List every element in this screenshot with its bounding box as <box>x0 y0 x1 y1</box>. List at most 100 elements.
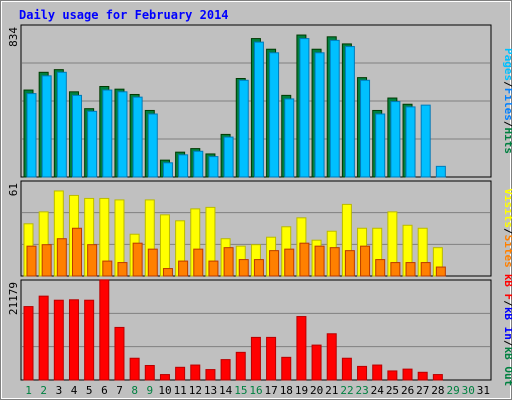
bar-files-day-12 <box>193 150 204 178</box>
bar-files-day-13 <box>208 156 219 178</box>
bar-files-day-20 <box>314 52 325 178</box>
day-label-7: 7 <box>116 384 123 397</box>
chart-title: Daily usage for February 2014 <box>19 8 229 22</box>
bar-sites-day-23 <box>360 245 371 277</box>
bar-files-day-25 <box>390 101 401 178</box>
bar-kb-f-day-3 <box>53 299 64 381</box>
bar-kb-f-day-2 <box>38 295 49 381</box>
bar-kb-f-day-21 <box>326 333 337 381</box>
panel-visits-sites: 61 Visits/Sites <box>7 180 512 277</box>
bar-sites-day-18 <box>284 248 295 277</box>
bar-sites-day-4 <box>71 227 82 277</box>
day-label-21: 21 <box>325 384 338 397</box>
day-label-13: 13 <box>204 384 217 397</box>
side-label-part: / <box>502 81 512 88</box>
bar-kb-f-day-11 <box>175 366 186 381</box>
ymax-label-visits-sites: 61 <box>7 183 20 196</box>
bar-files-day-9 <box>147 113 158 178</box>
bar-files-day-1 <box>26 93 37 178</box>
bar-files-day-3 <box>56 71 67 178</box>
day-label-17: 17 <box>265 384 278 397</box>
day-label-15: 15 <box>234 384 247 397</box>
day-label-16: 16 <box>249 384 262 397</box>
bar-files-day-6 <box>102 89 113 178</box>
bar-sites-day-15 <box>238 259 249 277</box>
bar-sites-day-22 <box>344 250 355 277</box>
bar-files-day-15 <box>238 79 249 178</box>
day-label-19: 19 <box>295 384 308 397</box>
day-label-6: 6 <box>101 384 108 397</box>
bar-sites-day-6 <box>102 260 113 277</box>
bar-files-day-24 <box>375 113 386 178</box>
day-label-23: 23 <box>356 384 369 397</box>
bar-files-day-16 <box>253 41 264 178</box>
bar-kb-f-day-26 <box>402 368 413 381</box>
day-label-30: 30 <box>462 384 475 397</box>
side-label-part: kB In <box>502 307 512 340</box>
bar-kb-f-day-10 <box>159 374 170 381</box>
bar-files-day-18 <box>284 98 295 178</box>
bar-files-day-7 <box>117 91 128 178</box>
panel-pages-files-hits: 834 Pages/Files/Hits <box>7 24 512 178</box>
side-label-part: Files <box>502 88 512 121</box>
bar-kb-f-day-15 <box>235 351 246 381</box>
day-label-22: 22 <box>340 384 353 397</box>
bar-kb-f-day-25 <box>387 370 398 381</box>
day-label-26: 26 <box>401 384 414 397</box>
bar-sites-day-16 <box>253 259 264 277</box>
bar-sites-day-21 <box>329 247 340 277</box>
bar-kb-f-day-12 <box>190 364 201 381</box>
bar-sites-day-2 <box>41 244 52 277</box>
bar-kb-f-day-5 <box>84 299 95 381</box>
bar-sites-day-19 <box>299 242 310 277</box>
side-label-part: kB Out <box>502 347 512 387</box>
side-label-pages-files-hits: Pages/Files/Hits <box>502 48 512 154</box>
day-label-3: 3 <box>56 384 63 397</box>
bar-files-day-27 <box>420 104 431 178</box>
bar-kb-f-day-20 <box>311 344 322 381</box>
day-label-28: 28 <box>431 384 444 397</box>
day-label-29: 29 <box>446 384 459 397</box>
bar-sites-day-25 <box>390 262 401 277</box>
side-label-part: / <box>502 300 512 307</box>
side-label-part: / <box>502 228 512 235</box>
bar-sites-day-1 <box>26 245 37 277</box>
side-label-part: Visits <box>502 188 512 228</box>
bar-sites-day-12 <box>193 248 204 277</box>
day-label-5: 5 <box>86 384 93 397</box>
bar-files-day-23 <box>360 79 371 178</box>
bar-kb-f-day-1 <box>23 306 34 381</box>
bar-files-day-8 <box>132 96 143 178</box>
bar-kb-f-day-4 <box>68 299 79 381</box>
bar-kb-f-day-17 <box>266 336 277 381</box>
day-label-14: 14 <box>219 384 233 397</box>
bar-visits-day-10 <box>159 214 170 277</box>
panel-kb: 21179 kB F/kB In/kB Out <box>7 274 512 387</box>
bar-sites-day-10 <box>162 268 173 277</box>
bar-sites-day-17 <box>269 250 280 277</box>
day-label-10: 10 <box>158 384 171 397</box>
bar-kb-f-day-19 <box>296 316 307 381</box>
bars-kb <box>23 279 443 381</box>
side-label-part: / <box>502 121 512 128</box>
bar-files-day-19 <box>299 38 310 178</box>
day-label-31: 31 <box>477 384 490 397</box>
bar-files-day-22 <box>344 46 355 178</box>
bar-sites-day-7 <box>117 262 128 277</box>
side-label-part: kB F <box>502 274 512 301</box>
bar-sites-day-20 <box>314 245 325 277</box>
ymax-label-pages-files-hits: 834 <box>7 27 20 47</box>
bar-kb-f-day-22 <box>341 357 352 381</box>
bar-kb-f-day-9 <box>144 364 155 381</box>
ymax-label-kb: 21179 <box>7 282 20 315</box>
day-axis-labels: 1 2 3 4 5 6 7 8 9 10 11 12 13 14 15 16 17 18 19 20 21 22 23 24 2… <box>25 384 490 397</box>
day-label-24: 24 <box>371 384 385 397</box>
bar-files-day-10 <box>162 162 173 178</box>
day-label-18: 18 <box>280 384 293 397</box>
bar-sites-day-14 <box>223 247 234 277</box>
day-label-27: 27 <box>416 384 429 397</box>
side-label-kb: kB F/kB In/kB Out <box>502 274 512 387</box>
bar-kb-f-day-7 <box>114 326 125 381</box>
bar-kb-f-day-8 <box>129 357 140 381</box>
